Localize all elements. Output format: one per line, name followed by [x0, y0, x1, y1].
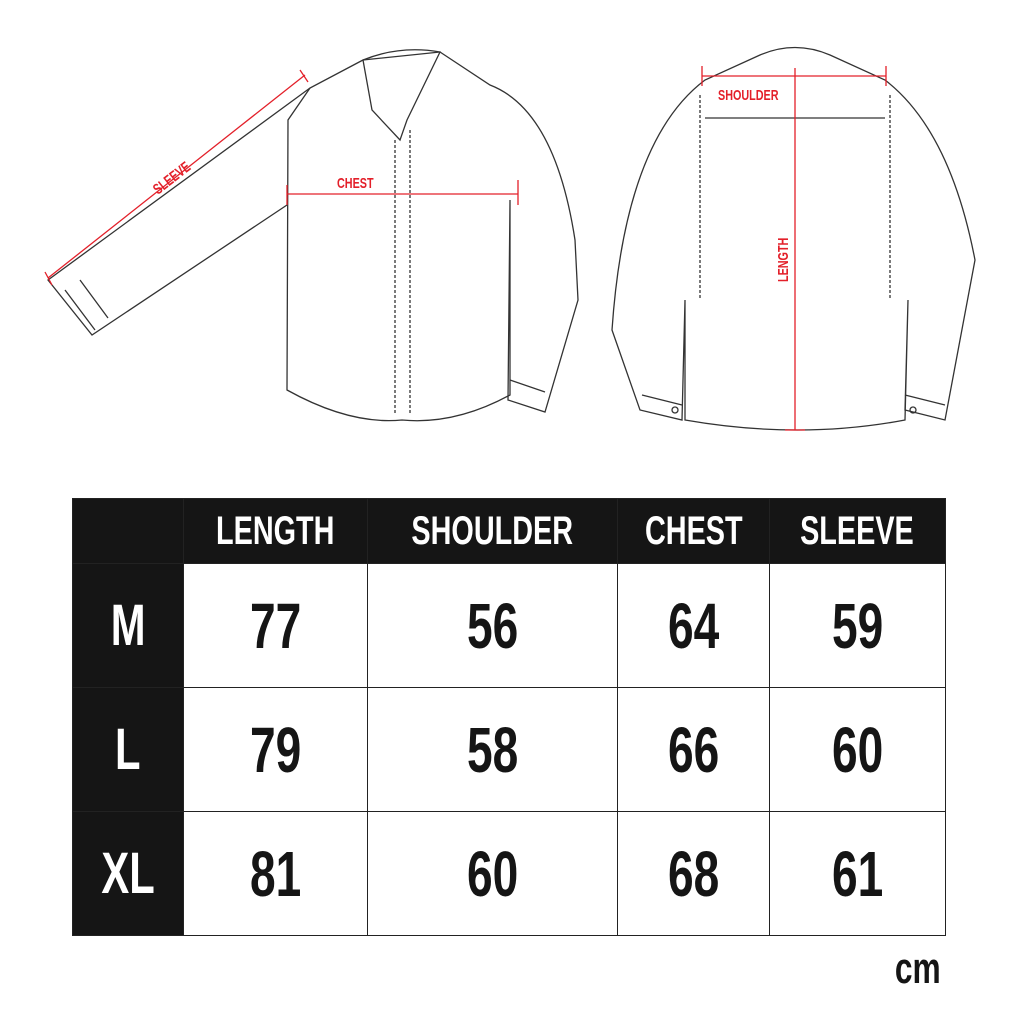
table-row: M 77 56 64 59	[72, 563, 947, 688]
size-table: LENGTH SHOULDER CHEST SLEEVE M 77 56 64 …	[72, 498, 947, 936]
cell: 79	[183, 687, 368, 812]
size-label: M	[72, 563, 184, 688]
header-shoulder: SHOULDER	[366, 498, 618, 564]
chest-label: CHEST	[337, 174, 374, 191]
cell: 64	[616, 563, 770, 688]
cell: 77	[183, 563, 368, 688]
corner-cell	[72, 498, 184, 564]
header-chest: CHEST	[616, 498, 770, 564]
cell: 56	[366, 563, 618, 688]
unit-label: cm	[895, 944, 942, 993]
table-header-row: LENGTH SHOULDER CHEST SLEEVE	[72, 498, 947, 564]
cell: 58	[366, 687, 618, 812]
measurement-lines	[44, 66, 887, 431]
cell: 60	[768, 687, 947, 812]
table-row: XL 81 60 68 61	[72, 811, 947, 936]
size-label: XL	[72, 811, 184, 936]
size-label: L	[72, 687, 184, 812]
cell: 68	[616, 811, 770, 936]
front-shirt-outline	[47, 49, 579, 422]
cell: 81	[183, 811, 368, 936]
cell: 59	[768, 563, 947, 688]
table-row: L 79 58 66 60	[72, 687, 947, 812]
cell: 66	[616, 687, 770, 812]
length-label: LENGTH	[774, 238, 791, 282]
cell: 60	[366, 811, 618, 936]
shoulder-label: SHOULDER	[718, 86, 779, 103]
shirt-diagram: SLEEVE CHEST SHOULDER LENGTH	[44, 46, 976, 431]
back-shirt-outline	[611, 46, 976, 431]
cell: 61	[768, 811, 947, 936]
header-sleeve: SLEEVE	[768, 498, 947, 564]
header-length: LENGTH	[183, 498, 368, 564]
